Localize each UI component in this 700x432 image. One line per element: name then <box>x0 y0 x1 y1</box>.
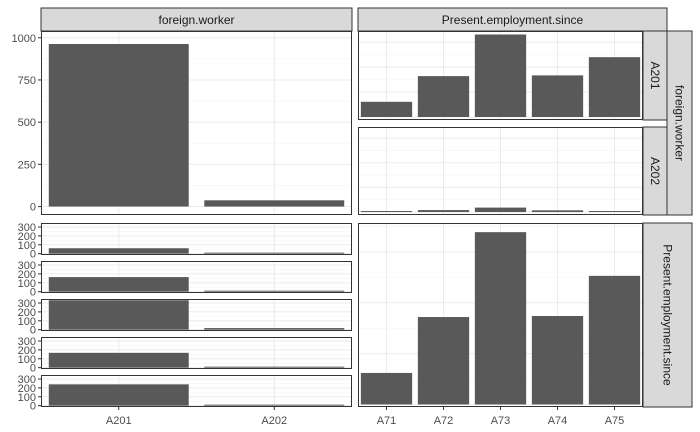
employment-by-foreign-a74-bar-a201 <box>49 353 189 368</box>
foreign-by-employment-a202-bar-a74 <box>532 210 583 212</box>
employment-diag-bar-a74 <box>532 316 583 404</box>
inner-strip-label: A201 <box>648 61 662 89</box>
employment-by-foreign-a71-bar-a202 <box>204 253 344 254</box>
employment-by-foreign-a72-bar-a202 <box>204 291 344 292</box>
x-tick-label: A73 <box>491 415 511 427</box>
y-tick-label: 250 <box>18 159 36 171</box>
y-tick-label: 300 <box>18 298 36 310</box>
employment-by-foreign-a75-bar-a202 <box>204 405 344 406</box>
employment-diag-bar-a75 <box>589 276 640 405</box>
employment-by-foreign-a71-bar-a201 <box>49 248 189 253</box>
y-tick-label: 750 <box>18 75 36 87</box>
employment-by-foreign-a73-bar-a201 <box>49 300 189 329</box>
foreign-by-employment-a202-bar-a72 <box>418 210 469 212</box>
y-tick-label: 300 <box>18 260 36 272</box>
x-tick-label: A75 <box>605 415 625 427</box>
foreign-by-employment-a201-bar-a71 <box>361 102 412 117</box>
foreign-by-employment-a202-bar-a75 <box>589 211 640 212</box>
foreign-by-employment-a201-bar-a73 <box>475 34 526 117</box>
y-tick-label: 0 <box>30 202 36 214</box>
inner-strip-label: A202 <box>648 157 662 185</box>
x-tick-label: A202 <box>261 415 287 427</box>
x-tick-label: A71 <box>377 415 397 427</box>
employment-by-foreign-a73-bar-a202 <box>204 328 344 330</box>
employment-diag-bar-a73 <box>475 232 526 404</box>
foreign-by-employment-a201-bar-a72 <box>418 76 469 117</box>
foreign-by-employment-a202-bar-a71 <box>361 211 412 212</box>
foreign-worker-diag-bar-a201 <box>49 44 189 207</box>
y-tick-label: 1000 <box>12 33 36 45</box>
foreign-by-employment-a201-bar-a74 <box>532 75 583 117</box>
y-tick-label: 300 <box>18 336 36 348</box>
top-strip-label: foreign.worker <box>158 13 234 27</box>
right-strip-label: Present.employment.since <box>661 244 675 386</box>
foreign-worker-diag-bar-a202 <box>204 200 344 206</box>
y-tick-label: 300 <box>18 222 36 234</box>
foreign-by-employment-a201-bar-a75 <box>589 57 640 117</box>
employment-by-foreign-a74-bar-a202 <box>204 367 344 368</box>
x-tick-label: A74 <box>548 415 568 427</box>
employment-diag-bar-a71 <box>361 373 412 405</box>
top-strip-label: Present.employment.since <box>442 13 584 27</box>
foreign-by-employment-a202-bar-a73 <box>475 208 526 212</box>
right-strip-label: foreign.worker <box>673 85 687 161</box>
x-tick-label: A72 <box>434 415 454 427</box>
employment-by-foreign-a72-bar-a201 <box>49 277 189 292</box>
y-tick-label: 300 <box>18 374 36 386</box>
employment-diag-bar-a72 <box>418 317 469 404</box>
y-tick-label: 500 <box>18 117 36 129</box>
employment-by-foreign-a75-bar-a201 <box>49 384 189 405</box>
x-tick-label: A201 <box>106 415 132 427</box>
